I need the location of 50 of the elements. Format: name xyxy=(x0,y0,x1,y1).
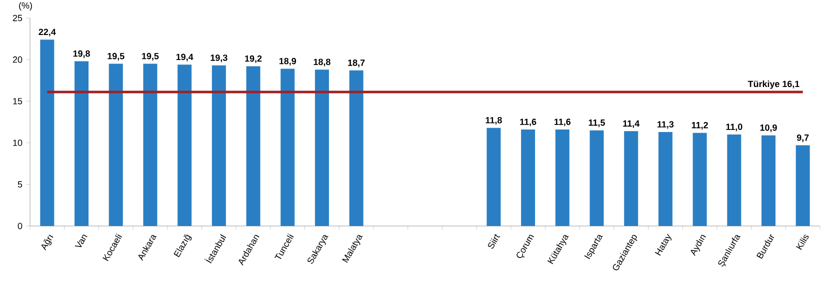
data-label: 11,0 xyxy=(726,124,742,132)
data-label: 19,5 xyxy=(108,52,124,61)
bar xyxy=(349,70,364,226)
y-tick-label: 10 xyxy=(13,140,22,146)
bar xyxy=(658,132,672,226)
data-label: 11,3 xyxy=(658,121,674,129)
bar xyxy=(280,68,295,226)
y-tick-label: 5 xyxy=(18,181,22,188)
bar xyxy=(590,130,604,226)
bar xyxy=(692,132,707,226)
y-axis-title: (%) xyxy=(19,2,32,10)
y-tick-label: 25 xyxy=(12,14,22,22)
data-label: 18,8 xyxy=(314,58,330,66)
bar xyxy=(486,128,501,226)
bar xyxy=(761,135,776,226)
data-label: 19,3 xyxy=(210,54,228,62)
bar xyxy=(178,64,192,226)
data-label: 11,6 xyxy=(520,118,536,126)
data-label: 19,4 xyxy=(176,54,194,62)
data-label: 9,7 xyxy=(796,134,809,142)
x-tick-label: Van xyxy=(74,234,88,248)
data-label: 10,9 xyxy=(760,124,777,132)
data-label: 19,8 xyxy=(73,50,90,58)
data-label: 19,2 xyxy=(245,55,262,64)
bar xyxy=(727,134,742,226)
y-tick-label: 0 xyxy=(18,222,22,230)
y-tick-label: 20 xyxy=(12,56,22,63)
data-label: 11,5 xyxy=(588,120,605,128)
data-label: 18,7 xyxy=(348,60,365,68)
bar xyxy=(108,64,123,226)
data-label: 11,4 xyxy=(623,120,640,128)
bar xyxy=(624,131,638,226)
bar xyxy=(40,40,54,226)
data-label: 11,8 xyxy=(486,116,502,125)
data-label: 19,5 xyxy=(142,52,159,61)
data-label: 11,6 xyxy=(554,118,571,126)
bar xyxy=(555,129,570,226)
bar xyxy=(521,129,536,226)
data-label: 11,2 xyxy=(692,122,708,130)
y-tick-label: 15 xyxy=(13,98,22,104)
bar xyxy=(74,61,89,226)
bar xyxy=(143,64,158,226)
data-label: 22,4 xyxy=(38,28,56,36)
bar xyxy=(212,65,226,226)
ref-line-label: Türkiye 16,1 xyxy=(748,80,800,89)
bar xyxy=(796,145,810,226)
x-tick-label: Siirt xyxy=(488,234,500,249)
data-label: 18,9 xyxy=(279,58,296,66)
bar xyxy=(246,66,260,226)
bar xyxy=(314,70,329,226)
